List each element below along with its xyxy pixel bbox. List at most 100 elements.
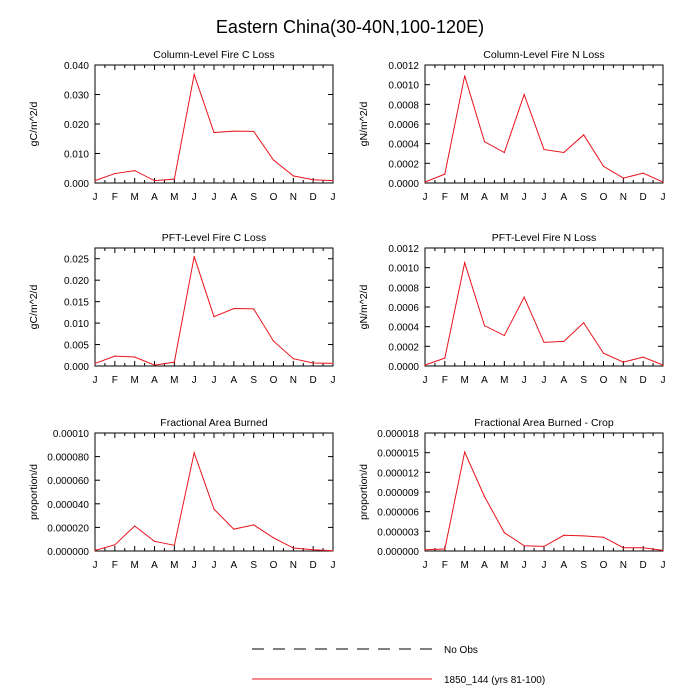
y-tick-label: 0.030 — [64, 91, 89, 102]
data-point — [94, 180, 96, 182]
y-tick-label: 0.040 — [64, 61, 89, 72]
x-tick-label: D — [310, 192, 317, 203]
data-point — [642, 356, 644, 358]
x-tick-label: F — [442, 375, 448, 386]
plot-frame — [424, 432, 664, 552]
data-point — [523, 93, 525, 96]
x-tick-label: S — [250, 560, 257, 571]
x-tick-label: S — [580, 375, 587, 386]
y-tick-label: 0.000020 — [47, 523, 89, 534]
y-tick-label: 0.005 — [64, 341, 89, 352]
plot-frame — [424, 64, 664, 184]
x-tick-label: M — [500, 375, 508, 386]
x-tick-label: J — [212, 375, 217, 386]
x-tick-label: O — [270, 560, 278, 571]
panel-title: PFT-Level Fire N Loss — [492, 232, 596, 244]
y-tick-label: 0.0004 — [388, 140, 419, 151]
x-tick-label: J — [93, 375, 98, 386]
data-point — [642, 547, 644, 549]
x-tick-label: D — [640, 560, 647, 571]
x-tick-label: A — [560, 375, 567, 386]
x-tick-label: S — [250, 192, 257, 203]
chart-panel-2: Column-Level Fire N Loss J F M A M J J A S O N D J 0.0… — [358, 49, 666, 203]
data-point — [563, 340, 565, 343]
x-tick-label: J — [661, 375, 666, 386]
x-tick-label: N — [290, 375, 297, 386]
x-tick-label: M — [460, 560, 468, 571]
x-tick-label: A — [481, 192, 488, 203]
x-tick-label: J — [423, 375, 428, 386]
data-point — [543, 341, 545, 343]
data-point — [292, 175, 294, 177]
x-tick-label: D — [640, 192, 647, 203]
y-tick-label: 0.000009 — [377, 488, 419, 499]
y-axis-label: gC/m^2/d — [28, 102, 40, 147]
data-point — [312, 179, 314, 181]
x-tick-label: D — [310, 375, 317, 386]
chart-panel-1: Column-Level Fire C Loss J F M A M J J A S O N D J 0.0… — [28, 49, 336, 203]
y-tick-label: 0.000015 — [377, 449, 419, 460]
data-point — [483, 141, 486, 143]
data-point — [253, 308, 255, 310]
x-tick-label: J — [423, 192, 428, 203]
data-point — [622, 177, 624, 179]
data-point — [662, 364, 664, 366]
y-axis-label: proportion/d — [358, 464, 370, 520]
data-point — [483, 325, 486, 327]
x-tick-label: A — [230, 560, 237, 571]
data-point — [602, 165, 605, 167]
data-point — [662, 549, 664, 551]
x-tick-label: M — [170, 560, 178, 571]
data-point — [662, 181, 664, 183]
x-tick-label: F — [442, 192, 448, 203]
x-tick-label: A — [230, 375, 237, 386]
data-point — [332, 180, 334, 182]
data-point — [583, 535, 585, 537]
data-point — [233, 307, 235, 310]
data-point — [642, 172, 644, 174]
y-tick-label: 0.000018 — [377, 429, 419, 440]
y-tick-label: 0.00010 — [53, 429, 90, 440]
data-point — [173, 544, 175, 546]
data-point — [292, 547, 294, 549]
data-point — [94, 362, 96, 365]
figure-title: Eastern China(30-40N,100-120E) — [216, 17, 484, 37]
x-tick-label: N — [620, 560, 627, 571]
data-point — [153, 180, 156, 182]
data-point — [424, 549, 426, 551]
data-point — [213, 508, 215, 510]
x-tick-label: A — [481, 560, 488, 571]
y-tick-label: 0.000012 — [377, 468, 419, 479]
x-tick-label: O — [600, 375, 608, 386]
x-tick-label: M — [170, 192, 178, 203]
data-point — [622, 361, 624, 363]
x-tick-label: J — [522, 375, 527, 386]
data-point — [543, 148, 545, 151]
data-point — [523, 545, 525, 547]
data-point — [253, 524, 255, 526]
x-tick-label: O — [600, 560, 608, 571]
y-tick-label: 0.010 — [64, 150, 89, 161]
data-point — [272, 159, 275, 161]
data-point — [292, 358, 294, 360]
chart-panel-5: Fractional Area Burned J F M A M J J A S O N D J 0.000… — [28, 417, 336, 571]
panel-title: Column-Level Fire N Loss — [483, 49, 604, 61]
y-axis-label: proportion/d — [28, 464, 40, 520]
x-tick-label: J — [542, 560, 547, 571]
legend: No Obs 1850_144 (yrs 81-100) — [252, 645, 545, 686]
y-tick-label: 0.0000 — [388, 179, 419, 190]
data-point — [193, 255, 195, 258]
series-line — [94, 450, 334, 552]
y-tick-label: 0.0002 — [388, 159, 419, 170]
y-axis-label: gN/m^2/d — [358, 285, 370, 330]
y-axis-label: gC/m^2/d — [28, 285, 40, 330]
y-tick-label: 0.0006 — [388, 303, 419, 314]
data-point — [503, 334, 505, 337]
panel-title: Fractional Area Burned - Crop — [474, 417, 614, 429]
x-tick-label: J — [423, 560, 428, 571]
x-tick-label: J — [661, 560, 666, 571]
data-point — [563, 534, 565, 536]
data-point — [173, 361, 175, 363]
x-tick-label: J — [192, 192, 197, 203]
data-point — [253, 130, 255, 132]
